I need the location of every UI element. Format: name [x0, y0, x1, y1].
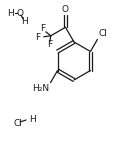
Text: Cl: Cl [98, 29, 107, 38]
Text: H: H [29, 114, 36, 124]
Text: H: H [8, 8, 14, 17]
Text: F: F [47, 40, 52, 49]
Text: H: H [21, 16, 27, 26]
Text: Cl: Cl [14, 118, 23, 127]
Text: F: F [35, 33, 40, 42]
Text: O: O [17, 8, 23, 17]
Text: H₂N: H₂N [32, 84, 50, 93]
Text: O: O [62, 5, 69, 14]
Text: F: F [40, 24, 45, 33]
